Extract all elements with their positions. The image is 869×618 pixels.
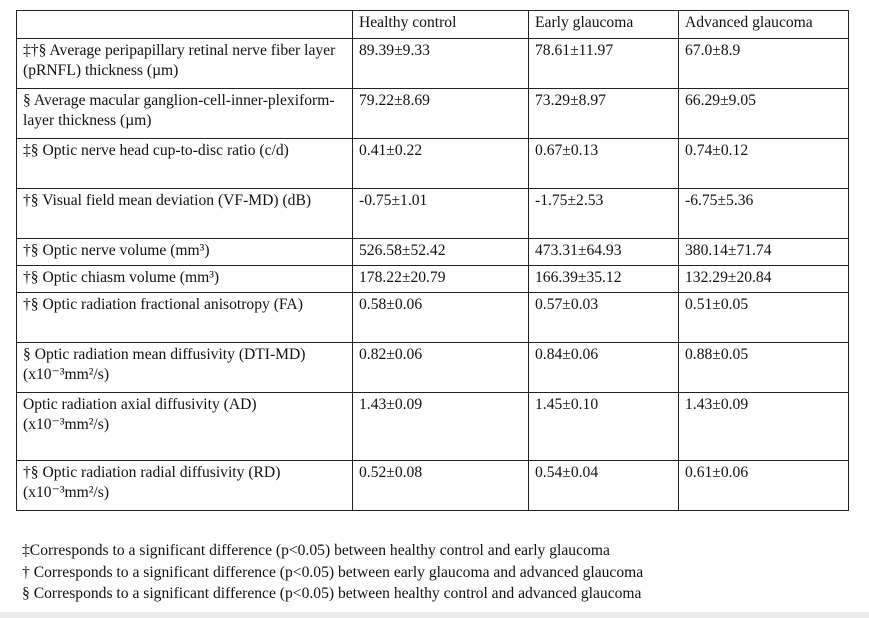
cell-early: 473.31±64.93 (528, 238, 679, 266)
footnote-section: § Corresponds to a significant differenc… (22, 585, 642, 602)
cell-advanced: 0.61±0.06 (678, 460, 849, 511)
row-label: †§ Optic chiasm volume (mm³) (16, 265, 353, 293)
results-table: Healthy control Early glaucoma Advanced … (16, 10, 849, 511)
table-row: Optic radiation axial diffusivity (AD) (… (16, 392, 849, 461)
cell-healthy: 178.22±20.79 (352, 265, 529, 293)
table-row: †§ Optic radiation radial diffusivity (R… (16, 460, 849, 511)
bottom-divider-strip (0, 612, 869, 618)
row-label: †§ Visual field mean deviation (VF-MD) (… (16, 188, 353, 239)
cell-early: -1.75±2.53 (528, 188, 679, 239)
footnote-dagger: † Corresponds to a significant differenc… (22, 563, 644, 581)
cell-healthy: 79.22±8.69 (352, 88, 529, 139)
cell-early: 0.57±0.03 (528, 292, 679, 343)
table-row: †§ Visual field mean deviation (VF-MD) (… (16, 188, 849, 239)
cell-healthy: 526.58±52.42 (352, 238, 529, 266)
row-label: § Optic radiation mean diffusivity (DTI-… (16, 342, 353, 393)
cell-healthy: 0.82±0.06 (352, 342, 529, 393)
table-row: †§ Optic chiasm volume (mm³) 178.22±20.7… (16, 265, 849, 293)
cell-advanced: -6.75±5.36 (678, 188, 849, 239)
row-label: ‡§ Optic nerve head cup-to-disc ratio (c… (16, 138, 353, 189)
cell-healthy: 89.39±9.33 (352, 38, 529, 89)
table-row: †§ Optic nerve volume (mm³) 526.58±52.42… (16, 238, 849, 266)
row-label: †§ Optic radiation radial diffusivity (R… (16, 460, 353, 511)
footnote-double-dagger: ‡Corresponds to a significant difference… (22, 542, 610, 559)
row-label: †§ Optic radiation fractional anisotropy… (16, 292, 353, 343)
table-row: ‡†§ Average peripapillary retinal nerve … (16, 38, 849, 89)
row-label: †§ Optic nerve volume (mm³) (16, 238, 353, 266)
header-cell-empty (16, 10, 353, 39)
cell-advanced: 66.29±9.05 (678, 88, 849, 139)
cell-early: 78.61±11.97 (528, 38, 679, 89)
cell-healthy: 0.58±0.06 (352, 292, 529, 343)
cell-healthy: 0.52±0.08 (352, 460, 529, 511)
cell-early: 0.84±0.06 (528, 342, 679, 393)
cell-advanced: 1.43±0.09 (678, 392, 849, 461)
cell-healthy: 1.43±0.09 (352, 392, 529, 461)
cell-early: 0.54±0.04 (528, 460, 679, 511)
data-table-container: Healthy control Early glaucoma Advanced … (16, 10, 849, 511)
cell-advanced: 67.0±8.9 (678, 38, 849, 89)
cell-early: 1.45±0.10 (528, 392, 679, 461)
table-row: ‡§ Optic nerve head cup-to-disc ratio (c… (16, 138, 849, 189)
cell-early: 73.29±8.97 (528, 88, 679, 139)
cell-healthy: -0.75±1.01 (352, 188, 529, 239)
cell-advanced: 132.29±20.84 (678, 265, 849, 293)
cell-advanced: 0.51±0.05 (678, 292, 849, 343)
row-label: § Average macular ganglion-cell-inner-pl… (16, 88, 353, 139)
row-label: Optic radiation axial diffusivity (AD) (… (16, 392, 353, 461)
cell-early: 166.39±35.12 (528, 265, 679, 293)
header-cell-healthy: Healthy control (352, 10, 529, 39)
table-row: § Average macular ganglion-cell-inner-pl… (16, 88, 849, 139)
table-row: †§ Optic radiation fractional anisotropy… (16, 292, 849, 343)
cell-advanced: 0.88±0.05 (678, 342, 849, 393)
table-header-row: Healthy control Early glaucoma Advanced … (16, 10, 849, 39)
row-label: ‡†§ Average peripapillary retinal nerve … (16, 38, 353, 89)
header-cell-advanced: Advanced glaucoma (678, 10, 849, 39)
cell-healthy: 0.41±0.22 (352, 138, 529, 189)
cell-advanced: 0.74±0.12 (678, 138, 849, 189)
header-cell-early: Early glaucoma (528, 10, 679, 39)
footnotes: ‡Corresponds to a significant difference… (22, 540, 643, 605)
cell-advanced: 380.14±71.74 (678, 238, 849, 266)
cell-early: 0.67±0.13 (528, 138, 679, 189)
table-row: § Optic radiation mean diffusivity (DTI-… (16, 342, 849, 393)
